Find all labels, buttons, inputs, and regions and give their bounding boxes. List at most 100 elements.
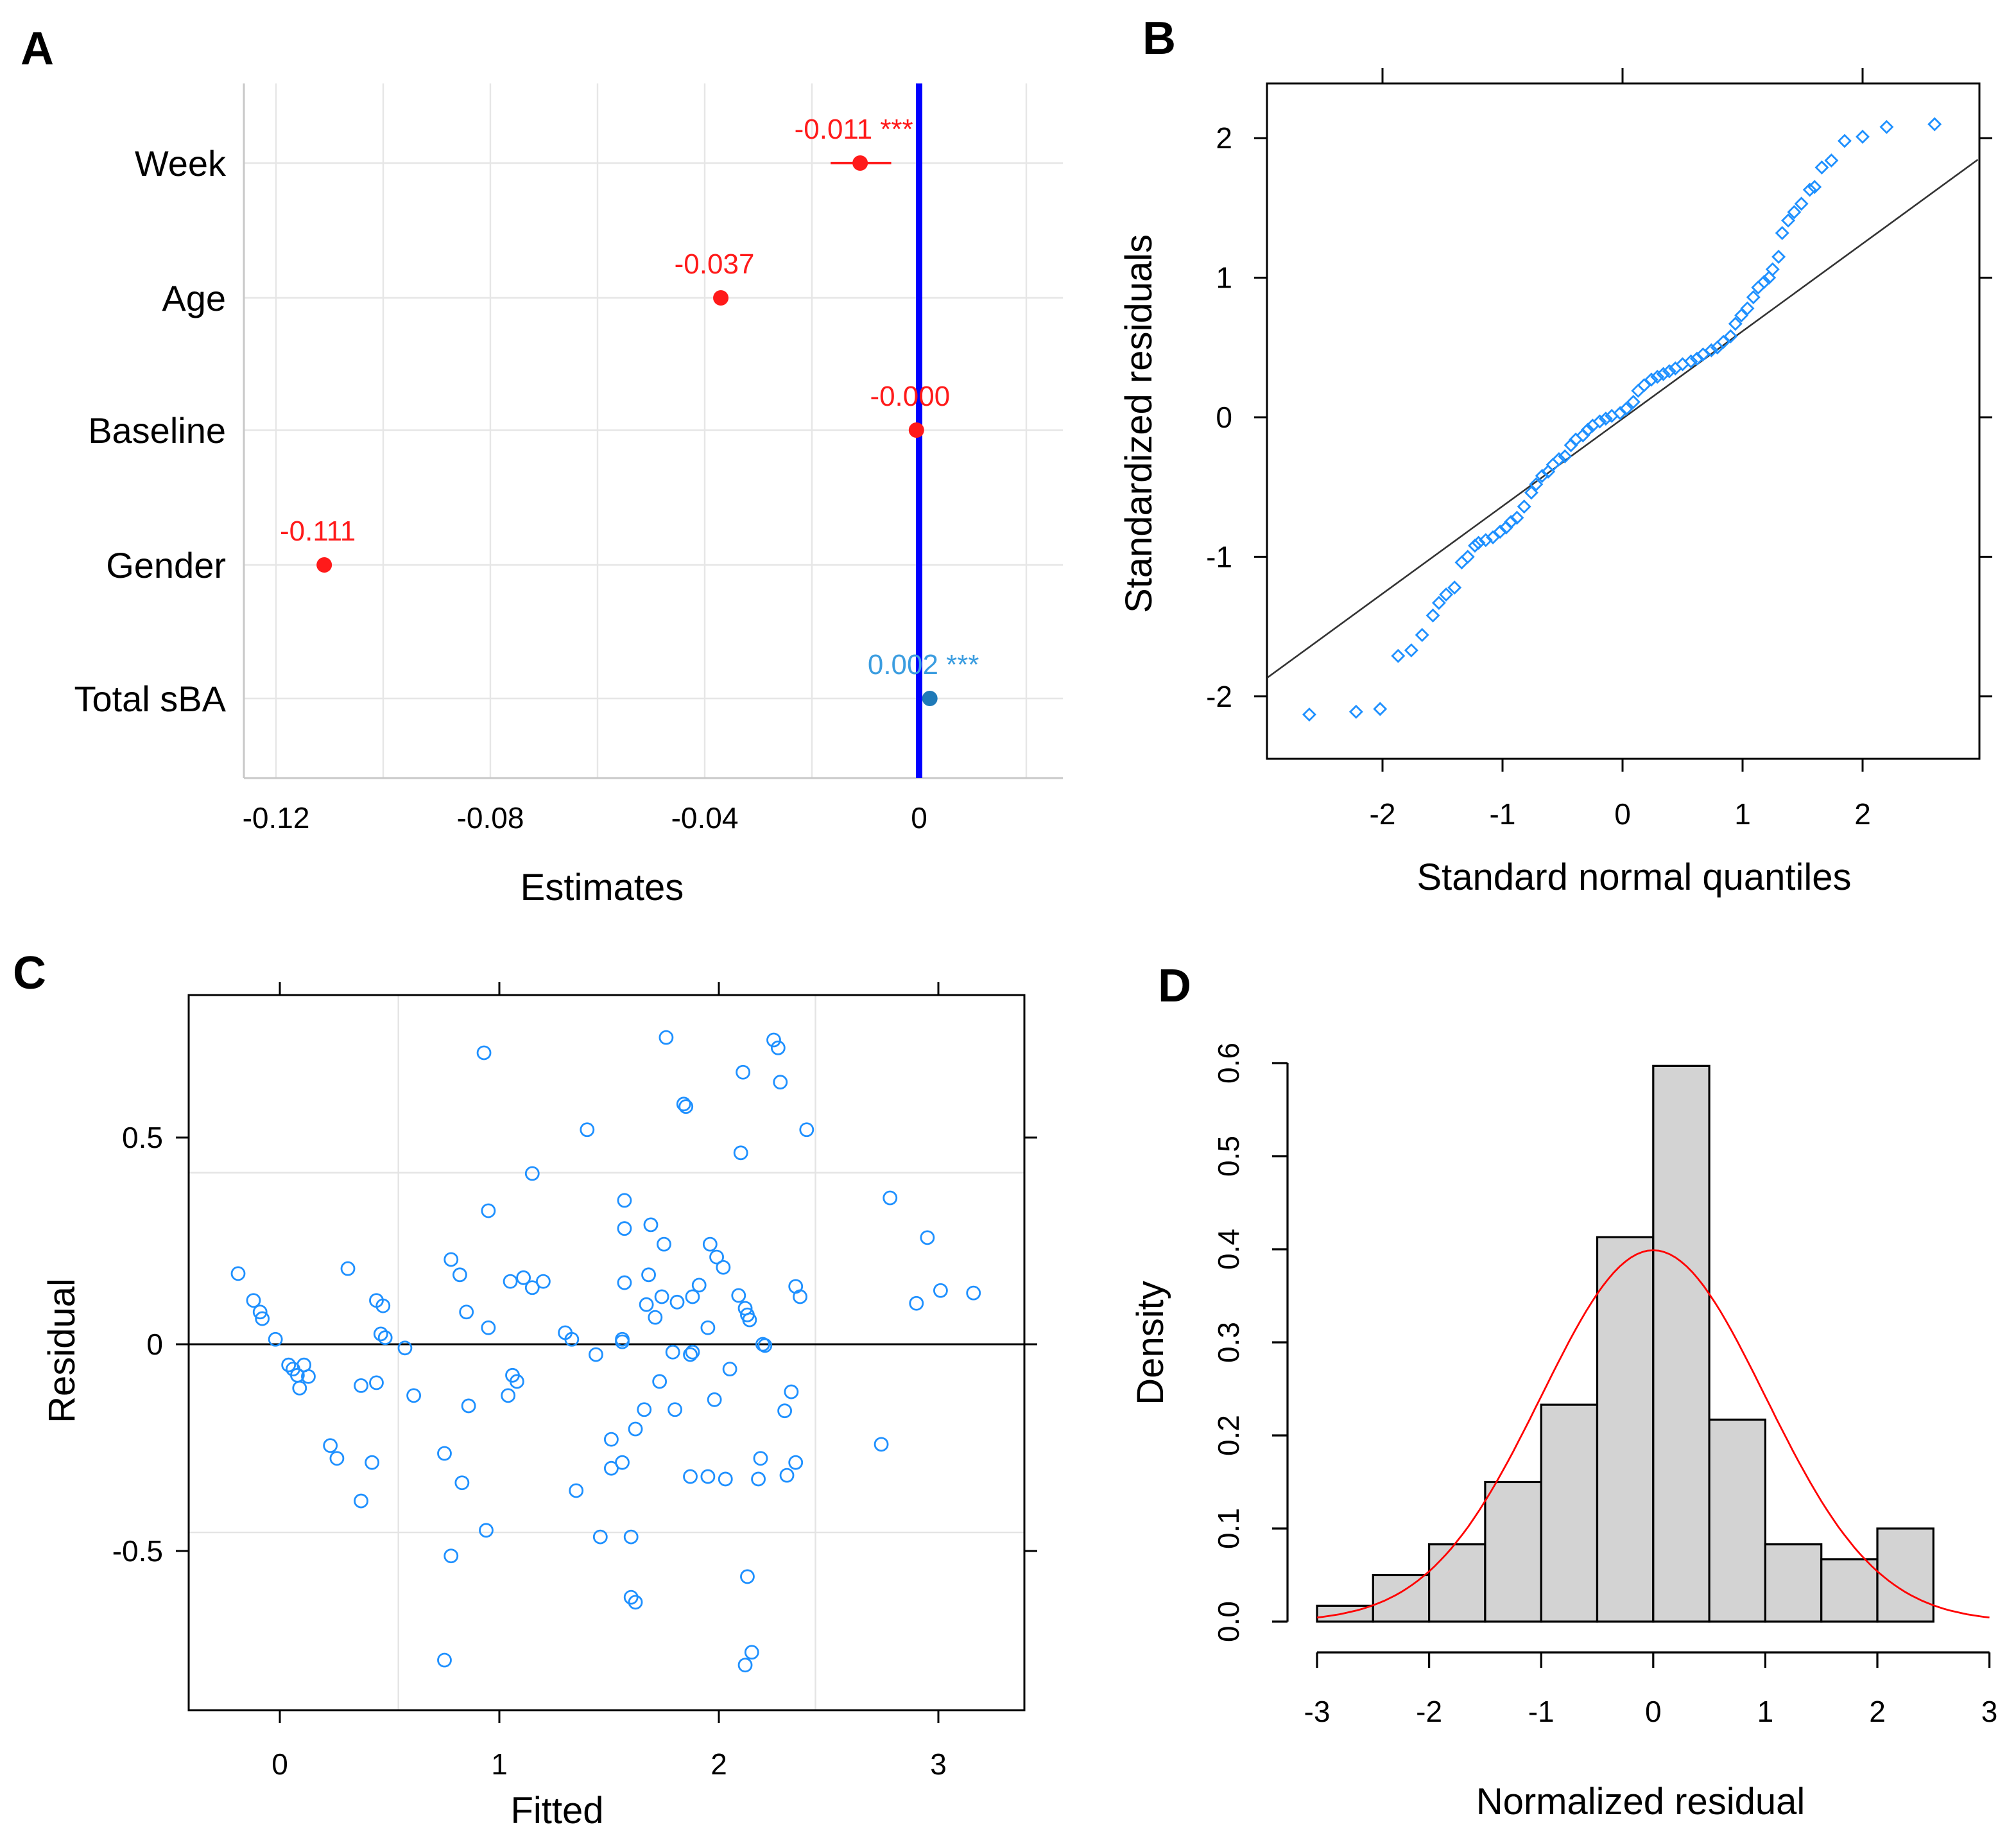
- residual-point: [501, 1388, 516, 1403]
- residual-point: [733, 1145, 748, 1161]
- qq-point: [1478, 533, 1493, 548]
- residual-point: [615, 1455, 630, 1470]
- residual-point: [909, 1295, 924, 1311]
- panel-d-y-axis-title: Density: [1130, 1281, 1171, 1405]
- residual-point: [437, 1652, 452, 1668]
- residual-point: [678, 1099, 694, 1114]
- residual-point: [479, 1523, 494, 1538]
- residual-point: [444, 1252, 459, 1267]
- residual-point: [444, 1548, 459, 1564]
- term-label: Age: [162, 278, 226, 318]
- estimate-label: 0.002 ***: [868, 649, 979, 680]
- panel-a-coefficient-plot: -0.12 -0.08 -0.04 0 Week -0.011 *** Age -0.037 B…: [74, 83, 1063, 835]
- residual-point: [920, 1230, 935, 1245]
- qq-point: [1837, 134, 1852, 148]
- residual-point: [623, 1589, 639, 1605]
- qq-point: [1447, 580, 1462, 595]
- x-tick-label: -2: [1370, 797, 1396, 831]
- qq-point: [1426, 608, 1440, 623]
- qq-point: [1631, 383, 1646, 398]
- x-tick-label: 0: [1645, 1695, 1662, 1728]
- x-tick-label: -0.04: [671, 801, 739, 835]
- histogram-bar: [1708, 1418, 1767, 1623]
- residual-point: [665, 1344, 680, 1360]
- residual-point: [683, 1469, 698, 1484]
- residual-point: [716, 1260, 731, 1275]
- residual-point: [252, 1304, 268, 1320]
- residual-point: [354, 1378, 368, 1393]
- qq-point: [1454, 555, 1469, 570]
- qq-point: [1734, 308, 1749, 323]
- residual-point: [281, 1357, 297, 1373]
- residual-point: [329, 1451, 345, 1466]
- residual-point: [377, 1330, 393, 1346]
- residual-point: [659, 1030, 674, 1045]
- residual-point: [966, 1285, 981, 1301]
- qq-point: [1348, 704, 1363, 719]
- y-tick-label: 0: [146, 1328, 163, 1361]
- residual-point: [354, 1493, 368, 1509]
- qq-point: [1415, 628, 1429, 643]
- qq-point: [1510, 510, 1524, 525]
- residual-point: [292, 1380, 307, 1396]
- estimate-label: -0.037: [675, 248, 755, 280]
- estimate-point: [852, 155, 868, 171]
- x-tick-label: 2: [711, 1747, 727, 1781]
- residual-point: [669, 1294, 685, 1310]
- histogram-bar: [1372, 1573, 1431, 1623]
- residual-point: [476, 1045, 492, 1061]
- x-tick-label: 1: [491, 1747, 508, 1781]
- qq-point: [1535, 469, 1549, 483]
- residual-point: [766, 1032, 781, 1048]
- residual-point: [685, 1289, 700, 1304]
- term-label: Baseline: [88, 410, 226, 451]
- residual-point: [779, 1468, 795, 1483]
- residual-point: [437, 1446, 452, 1461]
- qq-reference-line: [1266, 159, 1979, 679]
- y-tick-label: 0.1: [1212, 1508, 1245, 1549]
- qq-point: [1598, 411, 1613, 426]
- residual-point: [685, 1344, 700, 1360]
- residual-point: [524, 1166, 540, 1181]
- y-tick-label: 0.2: [1212, 1415, 1245, 1456]
- x-tick-label: 1: [1757, 1695, 1774, 1728]
- qq-point: [1723, 329, 1738, 343]
- residual-point: [736, 1064, 751, 1080]
- residual-point: [481, 1203, 496, 1218]
- y-tick-label: 0: [1216, 401, 1232, 434]
- residual-point: [628, 1421, 643, 1437]
- residual-point: [580, 1122, 595, 1138]
- residual-point: [536, 1274, 551, 1289]
- term-label: Week: [135, 143, 227, 184]
- plot-frame: [187, 994, 1026, 1711]
- qq-point: [1757, 275, 1771, 290]
- residual-point: [375, 1298, 391, 1313]
- qq-point: [1794, 196, 1809, 211]
- qq-point: [1856, 130, 1870, 144]
- residual-point: [373, 1326, 388, 1342]
- residual-point: [406, 1388, 422, 1403]
- qq-point: [1656, 367, 1671, 381]
- qq-point: [1807, 180, 1822, 195]
- residual-point: [323, 1438, 338, 1453]
- y-tick-label: 0.5: [1212, 1136, 1245, 1177]
- residual-point: [641, 1267, 656, 1283]
- residual-point: [628, 1595, 643, 1610]
- histogram-bar: [1484, 1480, 1542, 1623]
- residual-point: [788, 1455, 804, 1470]
- residual-point: [648, 1310, 663, 1325]
- x-tick-label: -1: [1490, 797, 1516, 831]
- qq-point: [1493, 524, 1508, 539]
- panel-label-b: B: [1142, 13, 1176, 64]
- y-tick-label: 0.4: [1212, 1229, 1245, 1270]
- estimate-point: [908, 422, 924, 438]
- panel-d-x-axis-title: Normalized residual: [1476, 1781, 1805, 1823]
- residual-point: [722, 1362, 737, 1377]
- qq-point: [1787, 205, 1802, 220]
- qq-point: [1439, 587, 1454, 602]
- histogram-bar: [1876, 1527, 1934, 1623]
- residual-point: [454, 1475, 470, 1491]
- residual-point: [365, 1455, 380, 1470]
- residual-point: [676, 1096, 691, 1112]
